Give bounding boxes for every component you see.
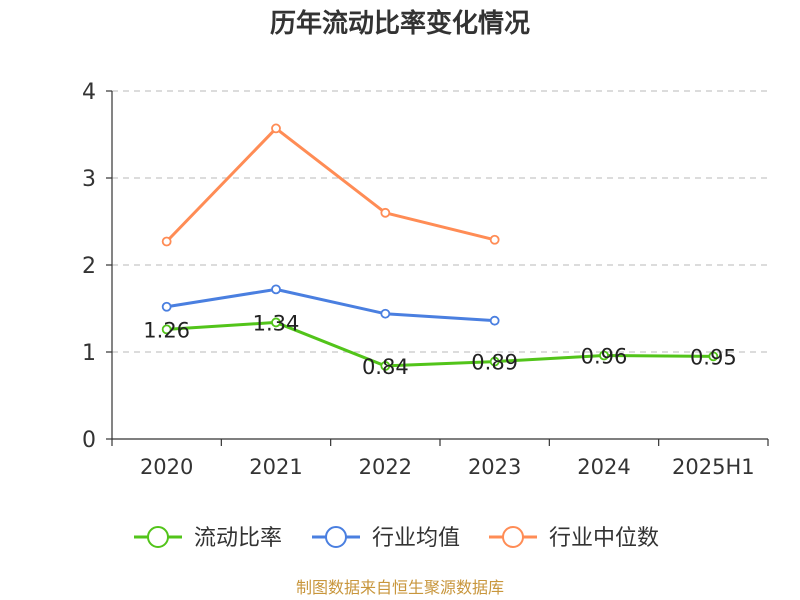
chart-title: 历年流动比率变化情况 bbox=[270, 8, 530, 39]
data-point bbox=[380, 308, 391, 319]
series-line-1 bbox=[166, 287, 495, 323]
data-point bbox=[161, 236, 172, 247]
data-point bbox=[271, 123, 281, 134]
series-0 bbox=[161, 317, 719, 371]
data-point bbox=[380, 361, 391, 371]
legend-label: 行业均值 bbox=[372, 526, 460, 551]
y-tick-label: 1 bbox=[82, 341, 96, 366]
legend-label: 行业中位数 bbox=[549, 526, 659, 551]
data-point bbox=[161, 301, 172, 312]
y-tick-label: 0 bbox=[82, 428, 96, 453]
series-line-0 bbox=[166, 320, 714, 368]
data-point bbox=[271, 317, 281, 328]
y-tick-label: 3 bbox=[82, 167, 96, 192]
x-tick-label: 2024 bbox=[577, 455, 630, 479]
legend-marker bbox=[502, 526, 524, 548]
data-label: 1.34 bbox=[253, 311, 300, 335]
series-2 bbox=[161, 123, 500, 247]
series-layer bbox=[161, 123, 719, 371]
x-tick-label: 2020 bbox=[140, 455, 193, 479]
data-point bbox=[489, 315, 500, 326]
series-line-2 bbox=[165, 126, 496, 243]
data-point bbox=[708, 351, 719, 362]
data-point bbox=[271, 284, 281, 295]
series-1 bbox=[161, 284, 500, 326]
legend-item-2: 行业中位数 bbox=[489, 526, 659, 551]
data-point bbox=[489, 356, 500, 367]
data-point bbox=[599, 350, 609, 361]
data-label: 1.26 bbox=[143, 318, 190, 342]
grid-lines bbox=[112, 90, 768, 353]
legend-marker bbox=[147, 526, 169, 548]
legend-marker bbox=[325, 526, 347, 548]
legend: 流动比率 行业均值 行业中位数 bbox=[134, 526, 659, 551]
y-tick-label: 2 bbox=[82, 254, 96, 279]
source-note: 制图数据来自恒生聚源数据库 bbox=[296, 578, 504, 597]
data-label: 0.95 bbox=[690, 345, 737, 369]
x-tick-label: 2025H1 bbox=[672, 455, 755, 479]
data-labels: 1.26 1.34 0.84 0.89 0.96 0.95 bbox=[143, 311, 736, 379]
data-point bbox=[380, 207, 391, 218]
x-tick-label: 2021 bbox=[249, 455, 302, 479]
legend-label: 流动比率 bbox=[194, 526, 282, 551]
data-point bbox=[489, 234, 500, 245]
legend-item-1: 行业均值 bbox=[312, 526, 460, 551]
data-label: 0.84 bbox=[362, 355, 409, 379]
axes: 0 1 2 3 4 2020 2021 2022 2023 2024 2025H1 bbox=[82, 80, 769, 479]
data-point bbox=[161, 324, 172, 335]
legend-item-0: 流动比率 bbox=[134, 526, 282, 551]
y-tick-label: 4 bbox=[82, 80, 96, 105]
data-label: 0.89 bbox=[471, 351, 518, 375]
x-tick-label: 2022 bbox=[359, 455, 412, 479]
data-label: 0.96 bbox=[581, 344, 628, 368]
x-tick-label: 2023 bbox=[468, 455, 521, 479]
